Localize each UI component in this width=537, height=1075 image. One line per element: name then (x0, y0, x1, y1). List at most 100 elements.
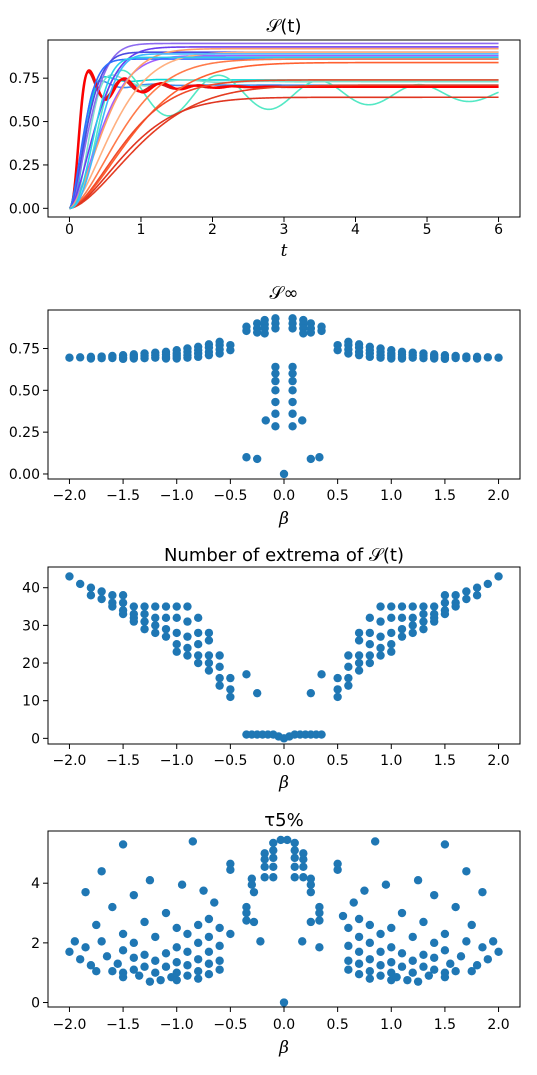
x-tick-label: 2.0 (487, 753, 509, 769)
data-point (317, 670, 326, 679)
x-tick-label: 0.0 (273, 1017, 295, 1033)
data-point (161, 949, 171, 958)
x-tick-label: 2.0 (487, 488, 509, 504)
data-point (429, 354, 439, 363)
data-point (75, 955, 85, 964)
data-point (183, 353, 192, 362)
data-point (70, 937, 80, 946)
data-point (86, 583, 96, 592)
data-point (215, 956, 224, 965)
data-point (172, 354, 181, 363)
data-point (226, 685, 235, 694)
x-tick-label: −0.5 (213, 488, 247, 504)
data-point (387, 640, 396, 649)
scatter-points (65, 572, 503, 743)
data-point (242, 670, 251, 679)
data-point (376, 929, 385, 939)
data-point (365, 352, 375, 362)
data-point (298, 416, 307, 425)
data-point (365, 967, 375, 976)
data-point (306, 887, 316, 897)
data-point (210, 898, 219, 907)
data-point (260, 873, 269, 882)
data-point (140, 602, 149, 611)
data-point (370, 837, 380, 846)
data-point (183, 961, 192, 970)
x-tick-label: 0.5 (327, 753, 349, 769)
data-point (333, 865, 342, 874)
chart-title: 𝒮∞ (270, 283, 299, 304)
data-point (161, 602, 171, 611)
x-tick-label: −1.5 (106, 1017, 140, 1033)
data-point (349, 898, 358, 907)
x-tick-label: 6 (494, 222, 503, 238)
data-point (183, 617, 192, 626)
x-tick-label: 0.0 (273, 488, 295, 504)
data-point (129, 617, 139, 626)
data-point (260, 862, 269, 871)
data-point (172, 613, 181, 623)
data-point (413, 876, 423, 885)
x-axis-label: β (278, 773, 289, 793)
data-point (451, 602, 460, 611)
data-point (440, 946, 450, 955)
data-point (483, 955, 493, 964)
data-point (177, 880, 187, 889)
data-point (397, 908, 407, 918)
data-point (315, 908, 324, 918)
data-point (271, 369, 280, 378)
data-point (333, 859, 342, 869)
data-point (290, 873, 299, 882)
data-point (65, 353, 74, 362)
panel-tau-5: −2.0 −1.5 −1.0 −0.5 0.0 0.5 1.0 1.5 2.0 0 2 4 τ5% β (31, 810, 521, 1058)
data-point (354, 651, 364, 660)
data-point (92, 967, 101, 976)
data-point (387, 613, 396, 623)
series-line (69, 74, 499, 210)
data-point (333, 673, 342, 683)
data-point (381, 880, 391, 889)
data-point (365, 974, 375, 983)
data-point (183, 947, 192, 957)
data-point (419, 617, 428, 626)
data-point (172, 647, 181, 656)
data-point (156, 975, 165, 985)
data-point (360, 886, 369, 895)
chart-title: 𝒮(t) (266, 16, 301, 37)
data-point (260, 855, 269, 864)
x-tick-label: 2 (208, 222, 217, 238)
data-point (408, 968, 417, 977)
data-point (215, 941, 224, 951)
data-point (472, 961, 482, 970)
data-point (365, 658, 375, 668)
x-tick-label: −0.5 (213, 1017, 247, 1033)
y-tick-label: 0.75 (9, 71, 40, 87)
data-point (306, 454, 316, 464)
series-line (69, 51, 499, 210)
data-point (226, 345, 235, 355)
data-point (419, 950, 428, 959)
data-point (118, 598, 128, 607)
data-point (306, 874, 316, 883)
data-point (440, 609, 450, 619)
y-tick-label: 0 (31, 996, 40, 1012)
data-point (376, 617, 385, 626)
data-point (279, 998, 289, 1007)
data-point (193, 920, 203, 930)
plot-frame (47, 830, 521, 1008)
data-point (429, 890, 439, 900)
data-point (108, 353, 117, 363)
x-tick-label: −1.5 (106, 488, 140, 504)
data-point (172, 640, 181, 649)
data-point (92, 920, 101, 930)
data-point (271, 376, 280, 386)
data-point (483, 353, 493, 362)
data-point (97, 353, 106, 363)
data-point (193, 938, 203, 948)
data-point (183, 602, 192, 611)
data-point (462, 867, 471, 876)
data-point (193, 967, 203, 976)
chart-title: τ5% (264, 810, 303, 831)
data-point (215, 923, 224, 933)
